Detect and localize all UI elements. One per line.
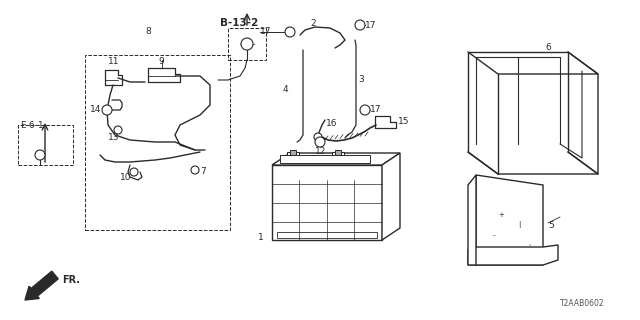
Text: +: + bbox=[498, 212, 504, 218]
Text: 1: 1 bbox=[258, 234, 264, 243]
Polygon shape bbox=[476, 175, 543, 265]
Bar bbox=[332, 152, 344, 162]
Text: 2: 2 bbox=[310, 19, 316, 28]
Circle shape bbox=[130, 168, 138, 176]
Text: 16: 16 bbox=[326, 118, 337, 127]
Text: E-6-1: E-6-1 bbox=[20, 121, 44, 130]
Bar bbox=[18, 125, 73, 165]
Text: 14: 14 bbox=[90, 106, 101, 115]
Text: 13: 13 bbox=[108, 132, 120, 141]
Text: 10: 10 bbox=[120, 173, 131, 182]
Text: FR.: FR. bbox=[62, 275, 80, 285]
Text: 11: 11 bbox=[108, 58, 120, 67]
Bar bbox=[280, 155, 370, 163]
Text: 6: 6 bbox=[545, 44, 551, 52]
Bar bbox=[272, 165, 382, 240]
Circle shape bbox=[102, 105, 112, 115]
Text: |: | bbox=[518, 221, 520, 228]
Circle shape bbox=[191, 166, 199, 174]
Text: 5: 5 bbox=[548, 220, 554, 229]
Text: 17: 17 bbox=[365, 20, 376, 29]
Bar bbox=[277, 232, 377, 238]
Text: 8: 8 bbox=[145, 28, 151, 36]
Bar bbox=[85, 55, 230, 230]
Text: 9: 9 bbox=[158, 58, 164, 67]
Text: 3: 3 bbox=[358, 76, 364, 84]
Text: T2AAB0602: T2AAB0602 bbox=[560, 299, 605, 308]
Text: 17: 17 bbox=[370, 106, 381, 115]
Text: 4: 4 bbox=[283, 85, 289, 94]
Circle shape bbox=[241, 38, 253, 50]
Circle shape bbox=[285, 27, 295, 37]
Text: B-13-2: B-13-2 bbox=[220, 18, 259, 28]
Text: 15: 15 bbox=[398, 117, 410, 126]
Text: 7: 7 bbox=[200, 167, 205, 177]
Circle shape bbox=[114, 126, 122, 134]
Text: 17: 17 bbox=[260, 28, 271, 36]
Polygon shape bbox=[382, 153, 400, 240]
Circle shape bbox=[35, 150, 45, 160]
Bar bbox=[228, 28, 266, 60]
Circle shape bbox=[314, 133, 322, 141]
Polygon shape bbox=[272, 153, 400, 165]
Circle shape bbox=[315, 137, 325, 147]
FancyArrow shape bbox=[25, 271, 58, 300]
Text: 12: 12 bbox=[315, 148, 326, 156]
Circle shape bbox=[355, 20, 365, 30]
Text: ,: , bbox=[528, 240, 531, 246]
Bar bbox=[287, 152, 299, 162]
Polygon shape bbox=[468, 245, 558, 265]
Text: -: - bbox=[493, 232, 495, 238]
Bar bbox=[335, 150, 341, 155]
Polygon shape bbox=[468, 175, 476, 265]
Circle shape bbox=[360, 105, 370, 115]
Bar bbox=[290, 150, 296, 155]
